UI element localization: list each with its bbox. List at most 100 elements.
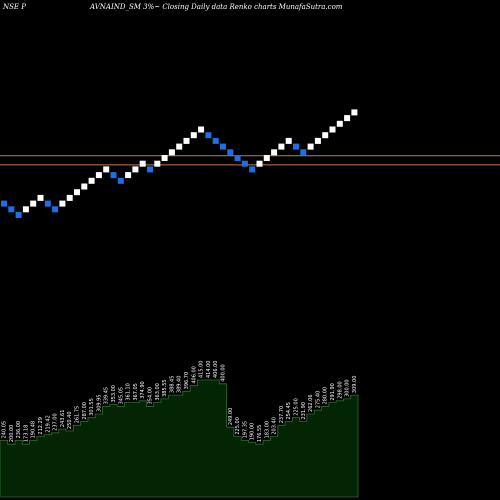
volume-label: 176.55 — [257, 425, 263, 443]
volume-label: 406.00 — [213, 361, 219, 379]
volume-label: 309.00 — [352, 376, 358, 394]
renko-brick-up — [344, 115, 351, 122]
volume-label: 396.70 — [184, 372, 190, 390]
renko-brick-up — [103, 166, 110, 173]
renko-brick-up — [88, 177, 95, 184]
chart-caption: AVNAIND_SM 3%~ Closing Daily data Renko … — [90, 3, 343, 11]
renko-brick-down — [44, 200, 51, 207]
volume-label: 300.00 — [345, 379, 351, 397]
renko-brick-up — [271, 149, 278, 156]
volume-label: 363.00 — [155, 383, 161, 401]
renko-brick-down — [212, 137, 219, 144]
renko-brick-up — [168, 149, 175, 156]
renko-brick-up — [81, 183, 88, 190]
volume-label: 291.90 — [330, 383, 336, 401]
renko-brick-up — [59, 200, 66, 207]
renko-brick-down — [249, 166, 256, 173]
renko-bricks — [1, 109, 358, 218]
volume-label: 388.45 — [169, 376, 175, 394]
volume-label: 298.00 — [337, 381, 343, 399]
renko-brick-up — [285, 137, 292, 144]
renko-brick-up — [329, 126, 336, 133]
volume-label: 353.00 — [111, 385, 117, 403]
renko-brick-up — [278, 143, 285, 150]
volume-label: 301.55 — [89, 398, 95, 416]
renko-brick-up — [22, 206, 29, 213]
volume-label: 406.00 — [191, 366, 197, 384]
volume-label: 197.35 — [242, 421, 248, 439]
renko-brick-up — [256, 160, 263, 167]
volume-label: 354.00 — [148, 387, 154, 405]
renko-brick-up — [139, 160, 146, 167]
volume-label: 225.00 — [294, 398, 300, 416]
renko-brick-down — [234, 155, 241, 161]
volume-label: 173.18 — [23, 425, 29, 443]
renko-brick-up — [74, 189, 80, 196]
volume-label: 389.40 — [177, 376, 183, 394]
renko-brick-up — [336, 120, 343, 127]
renko-brick-down — [147, 166, 153, 173]
exchange-label: NSE P — [3, 3, 26, 11]
renko-brick-down — [300, 149, 307, 156]
volume-label: 190.00 — [250, 423, 256, 441]
volume-label: 219.42 — [45, 415, 51, 433]
volume-label: 243.61 — [60, 410, 66, 428]
renko-brick-up — [351, 109, 358, 116]
renko-brick-up — [190, 132, 197, 139]
volume-label: 261.75 — [75, 406, 81, 424]
renko-brick-down — [241, 160, 248, 167]
renko-brick-up — [161, 155, 168, 161]
volume-label: 237.70 — [279, 406, 285, 424]
renko-brick-up — [132, 166, 139, 173]
volume-label: 361.10 — [126, 383, 132, 401]
volume-label: 254.45 — [286, 402, 292, 420]
renko-brick-down — [1, 200, 7, 207]
volume-label: 414.00 — [206, 361, 212, 379]
volume-label: 275.40 — [315, 391, 321, 409]
volume-label: 262.06 — [308, 394, 314, 412]
renko-brick-down — [8, 206, 15, 213]
renko-brick-up — [30, 200, 37, 207]
renko-brick-up — [322, 132, 329, 139]
renko-brick-down — [52, 206, 59, 213]
renko-brick-up — [183, 137, 190, 144]
renko-brick-down — [15, 212, 22, 218]
volume-label: 400.00 — [221, 364, 227, 382]
volume-area — [0, 379, 359, 498]
renko-brick-up — [66, 194, 73, 201]
volume-label: 190.48 — [31, 421, 37, 439]
volume-label: 212.29 — [38, 417, 44, 435]
volume-label: 367.05 — [133, 383, 139, 401]
renko-brick-down — [220, 143, 226, 150]
volume-label: 236.00 — [16, 421, 22, 439]
volume-label: 203.40 — [272, 417, 278, 435]
volume-label: 240.05 — [2, 421, 8, 439]
renko-brick-down — [205, 132, 212, 139]
renko-brick-up — [263, 155, 270, 161]
renko-brick-down — [293, 143, 299, 150]
volume-label: 183.00 — [264, 421, 270, 439]
volume-label: 200.00 — [9, 425, 15, 443]
renko-brick-up — [176, 143, 183, 150]
volume-label: 345.05 — [118, 387, 124, 405]
volume-label: 249.00 — [228, 408, 234, 426]
volume-label: 415.00 — [199, 361, 205, 379]
renko-brick-up — [154, 160, 161, 167]
volume-label: 385.55 — [162, 379, 168, 397]
renko-brick-up — [314, 137, 321, 144]
volume-label: 231.90 — [301, 402, 307, 420]
renko-brick-up — [37, 194, 44, 201]
renko-brick-up — [125, 172, 132, 179]
renko-brick-up — [95, 172, 102, 179]
renko-brick-up — [198, 126, 205, 133]
resistance-lines — [0, 155, 500, 166]
renko-brick-down — [227, 149, 234, 156]
renko-brick-up — [307, 143, 314, 150]
volume-labels: 240.05 200.00 236.00 173.18 190.48 212.29 219.… — [2, 361, 358, 443]
volume-label: 309.95 — [96, 394, 102, 412]
volume-label: 225.00 — [235, 417, 241, 435]
volume-label: 287.00 — [82, 402, 88, 420]
renko-brick-down — [117, 177, 124, 184]
